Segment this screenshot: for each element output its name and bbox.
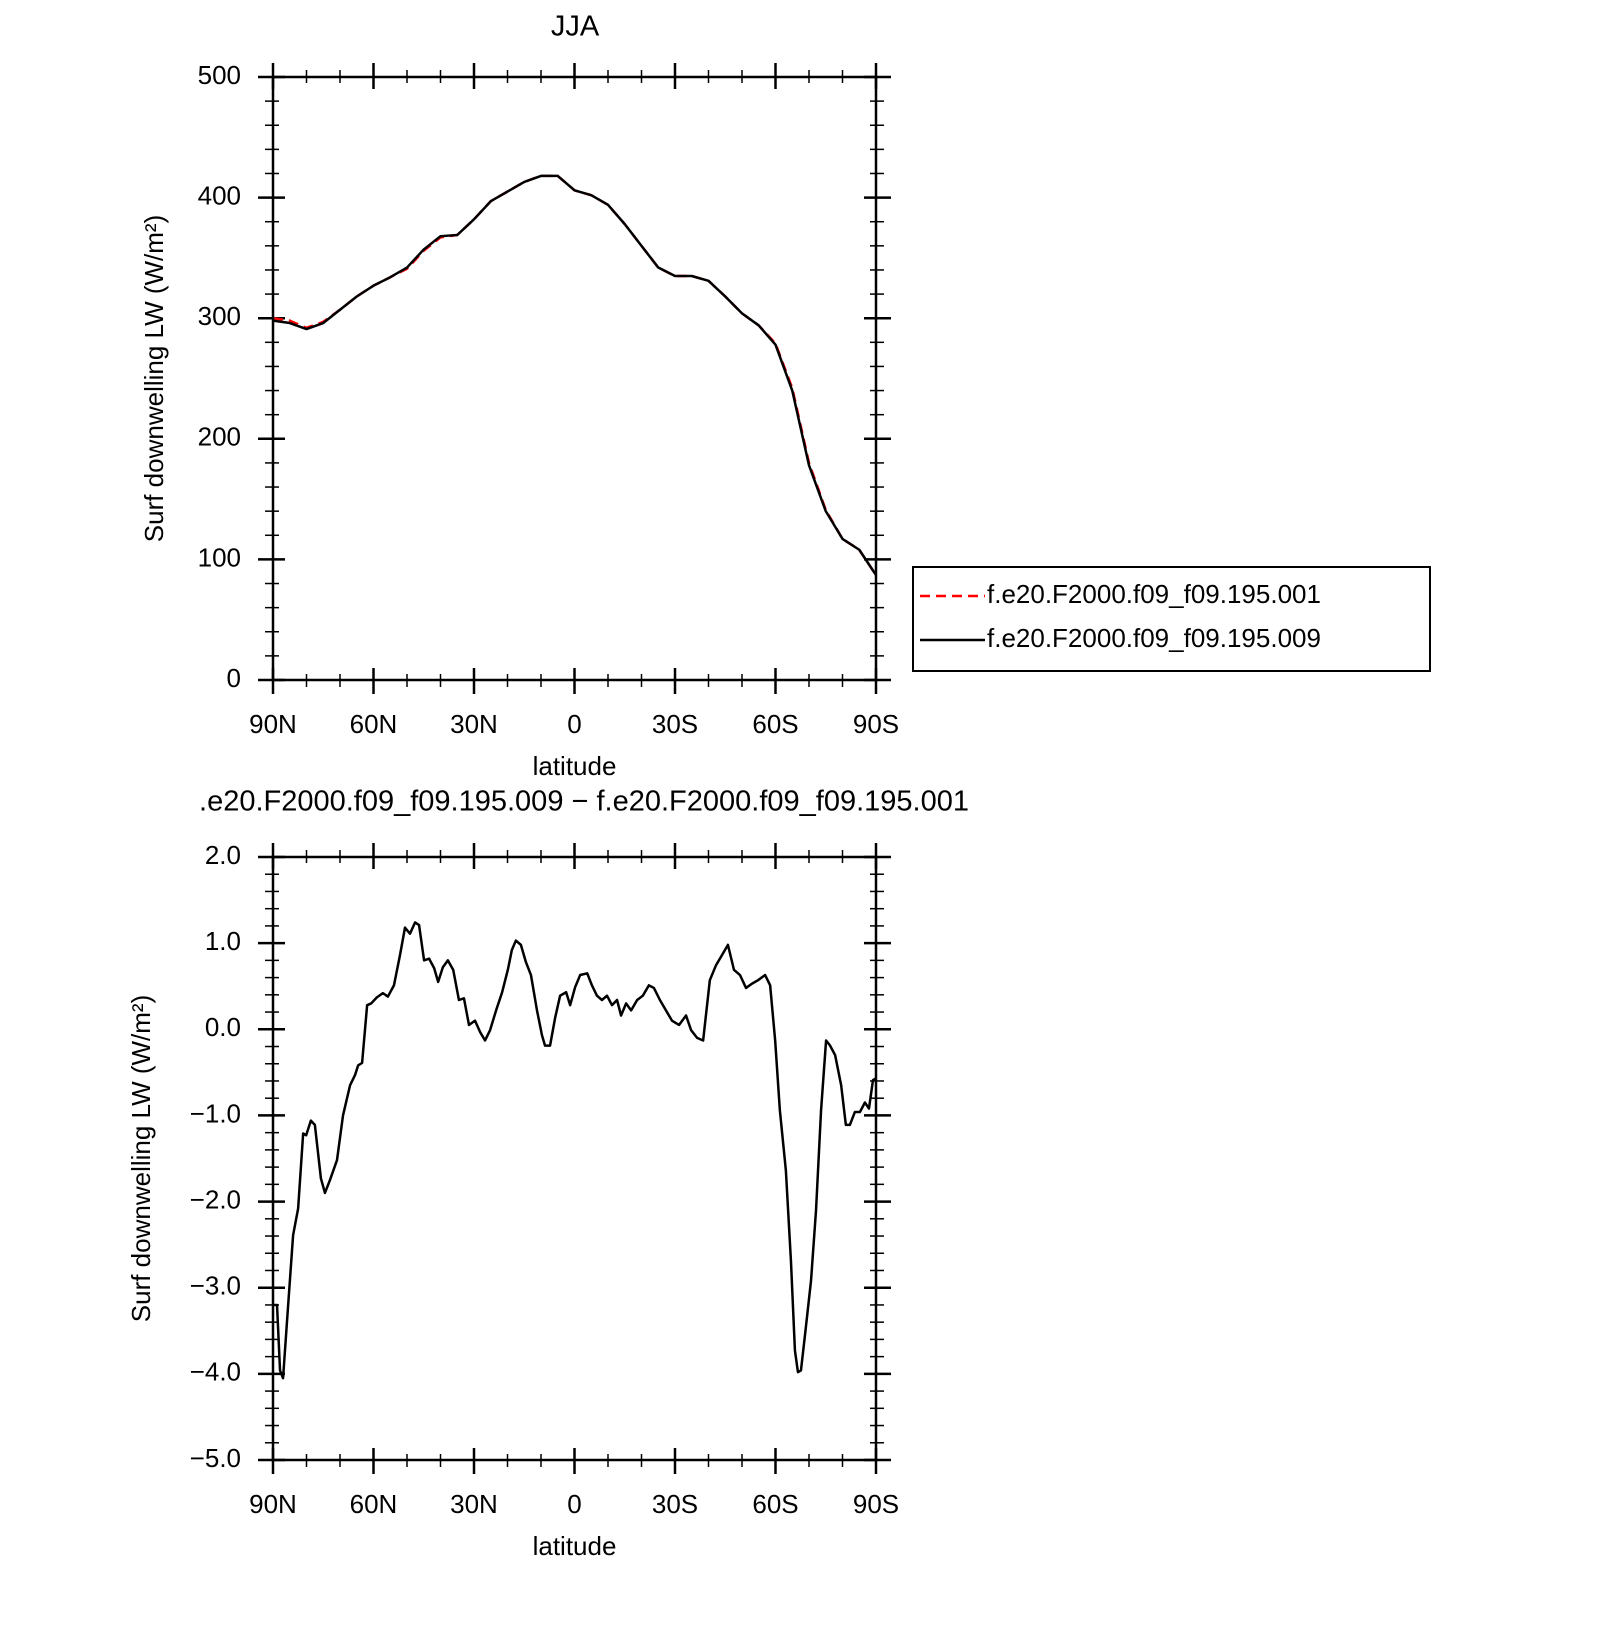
chart-title: JJA bbox=[551, 11, 600, 43]
y-tick-label: −2.0 bbox=[190, 1184, 241, 1214]
x-tick-label: 0 bbox=[567, 1489, 581, 1519]
plot-frame bbox=[271, 75, 878, 682]
x-tick-label: 60S bbox=[752, 1489, 798, 1519]
y-axis-label: Surf downwelling LW (W/m²) bbox=[139, 215, 169, 542]
x-tick-label: 90N bbox=[249, 1489, 297, 1519]
x-axis-label: latitude bbox=[533, 1531, 617, 1561]
chart-title: .e20.F2000.f09_f09.195.009 − f.e20.F2000… bbox=[199, 786, 969, 818]
y-tick-label: 2.0 bbox=[205, 840, 241, 870]
x-tick-label: 90S bbox=[853, 709, 899, 739]
x-tick-label: 30S bbox=[652, 1489, 698, 1519]
x-tick-label: 30S bbox=[652, 709, 698, 739]
x-tick-label: 30N bbox=[450, 1489, 498, 1519]
legend-label: f.e20.F2000.f09_f09.195.009 bbox=[987, 623, 1321, 653]
data-line bbox=[272, 174, 878, 576]
x-tick-label: 60N bbox=[350, 709, 398, 739]
y-tick-label: 100 bbox=[198, 542, 241, 572]
y-tick-label: −5.0 bbox=[190, 1443, 241, 1473]
y-tick-label: 400 bbox=[198, 180, 241, 210]
x-tick-label: 60S bbox=[752, 709, 798, 739]
x-tick-label: 0 bbox=[567, 709, 581, 739]
y-tick-label: 0 bbox=[227, 663, 241, 693]
y-tick-label: −1.0 bbox=[190, 1098, 241, 1128]
y-tick-label: 500 bbox=[198, 60, 241, 90]
x-axis-label: latitude bbox=[533, 751, 617, 781]
data-line bbox=[273, 921, 877, 1380]
legend-box bbox=[912, 566, 1431, 672]
x-tick-label: 30N bbox=[450, 709, 498, 739]
y-tick-label: −3.0 bbox=[190, 1271, 241, 1301]
y-tick-label: 0.0 bbox=[205, 1012, 241, 1042]
y-tick-label: 1.0 bbox=[205, 926, 241, 956]
y-tick-label: 200 bbox=[198, 422, 241, 452]
y-tick-label: −4.0 bbox=[190, 1357, 241, 1387]
x-tick-label: 60N bbox=[350, 1489, 398, 1519]
y-tick-label: 300 bbox=[198, 301, 241, 331]
plot-frame bbox=[271, 855, 878, 1462]
x-tick-label: 90S bbox=[853, 1489, 899, 1519]
y-axis-label: Surf downwelling LW (W/m²) bbox=[126, 995, 156, 1322]
x-tick-label: 90N bbox=[249, 709, 297, 739]
legend-label: f.e20.F2000.f09_f09.195.001 bbox=[987, 579, 1321, 609]
